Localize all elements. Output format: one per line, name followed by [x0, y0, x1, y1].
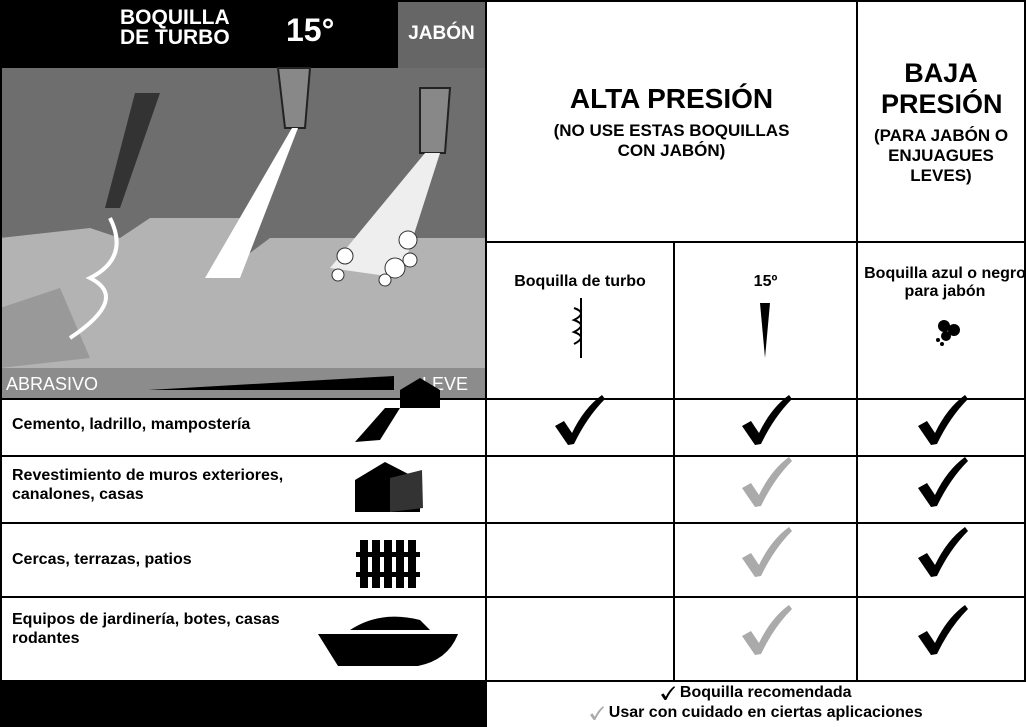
legend-item: Boquilla recomendada: [487, 683, 1026, 703]
scale-wedge: [148, 376, 394, 390]
legend-text: Usar con cuidado en ciertas aplicaciones: [608, 704, 923, 721]
row-label: Equipos de jardinería, botes, casas roda…: [12, 611, 280, 647]
nozzle-label: Boquilla azul o negro para jabón: [864, 265, 1026, 300]
row-label: Cemento, ladrillo, mampostería: [12, 416, 251, 433]
legend: Boquilla recomendada Usar con cuidado en…: [487, 683, 1026, 723]
fan-icon: [760, 303, 770, 358]
spray-15: [205, 128, 298, 278]
soap-label: JABÓN: [398, 0, 485, 68]
legend-text: Boquilla recomendada: [679, 684, 852, 701]
angle-label: 15°: [286, 12, 335, 48]
high-pressure-title: ALTA PRESIÓN: [569, 82, 774, 114]
illustration: [0, 67, 485, 368]
footer-fill: [0, 681, 486, 727]
low-pressure-header: BAJA PRESIÓN (PARA JABÓN O ENJUAGUES LEV…: [856, 0, 1026, 243]
nozzle-label: 15º: [753, 273, 778, 290]
low-pressure-note: (PARA JABÓN O ENJUAGUES LEVES): [873, 125, 1009, 185]
nozzle-title-line: BOQUILLA: [120, 6, 230, 29]
legend-item: Usar con cuidado en ciertas aplicaciones: [487, 703, 1026, 723]
soap-nozzle: [419, 87, 452, 154]
soap-icon: [936, 320, 960, 346]
nozzle-15: [276, 67, 312, 129]
low-pressure-title: BAJA PRESIÓN: [881, 57, 1003, 119]
turbo-icon: [571, 298, 582, 358]
surface-shade: [0, 288, 90, 368]
checks: [555, 395, 968, 655]
panel-header: BOQUILLA DE TURBO 15° JABÓN: [0, 0, 485, 68]
turbo-nozzle: [105, 93, 160, 208]
nozzle-title: BOQUILLA DE TURBO: [120, 6, 230, 49]
row-label: Cercas, terrazas, patios: [12, 551, 192, 568]
high-pressure-note: (NO USE ESTAS BOQUILLAS CON JABÓN): [553, 120, 790, 160]
nozzle-cell: Boquilla azul o negro para jabón: [856, 241, 1026, 400]
scale-left: ABRASIVO: [6, 374, 99, 394]
turbo-spray: [68, 217, 119, 340]
soap-spray: [330, 153, 440, 278]
nozzle-title-line: DE TURBO: [120, 26, 230, 49]
nozzle-label: Boquilla de turbo: [514, 273, 646, 290]
row-icons: [318, 378, 458, 666]
row-label: Revestimiento de muros exteriores, canal…: [12, 467, 284, 503]
bubbles: [331, 230, 418, 287]
